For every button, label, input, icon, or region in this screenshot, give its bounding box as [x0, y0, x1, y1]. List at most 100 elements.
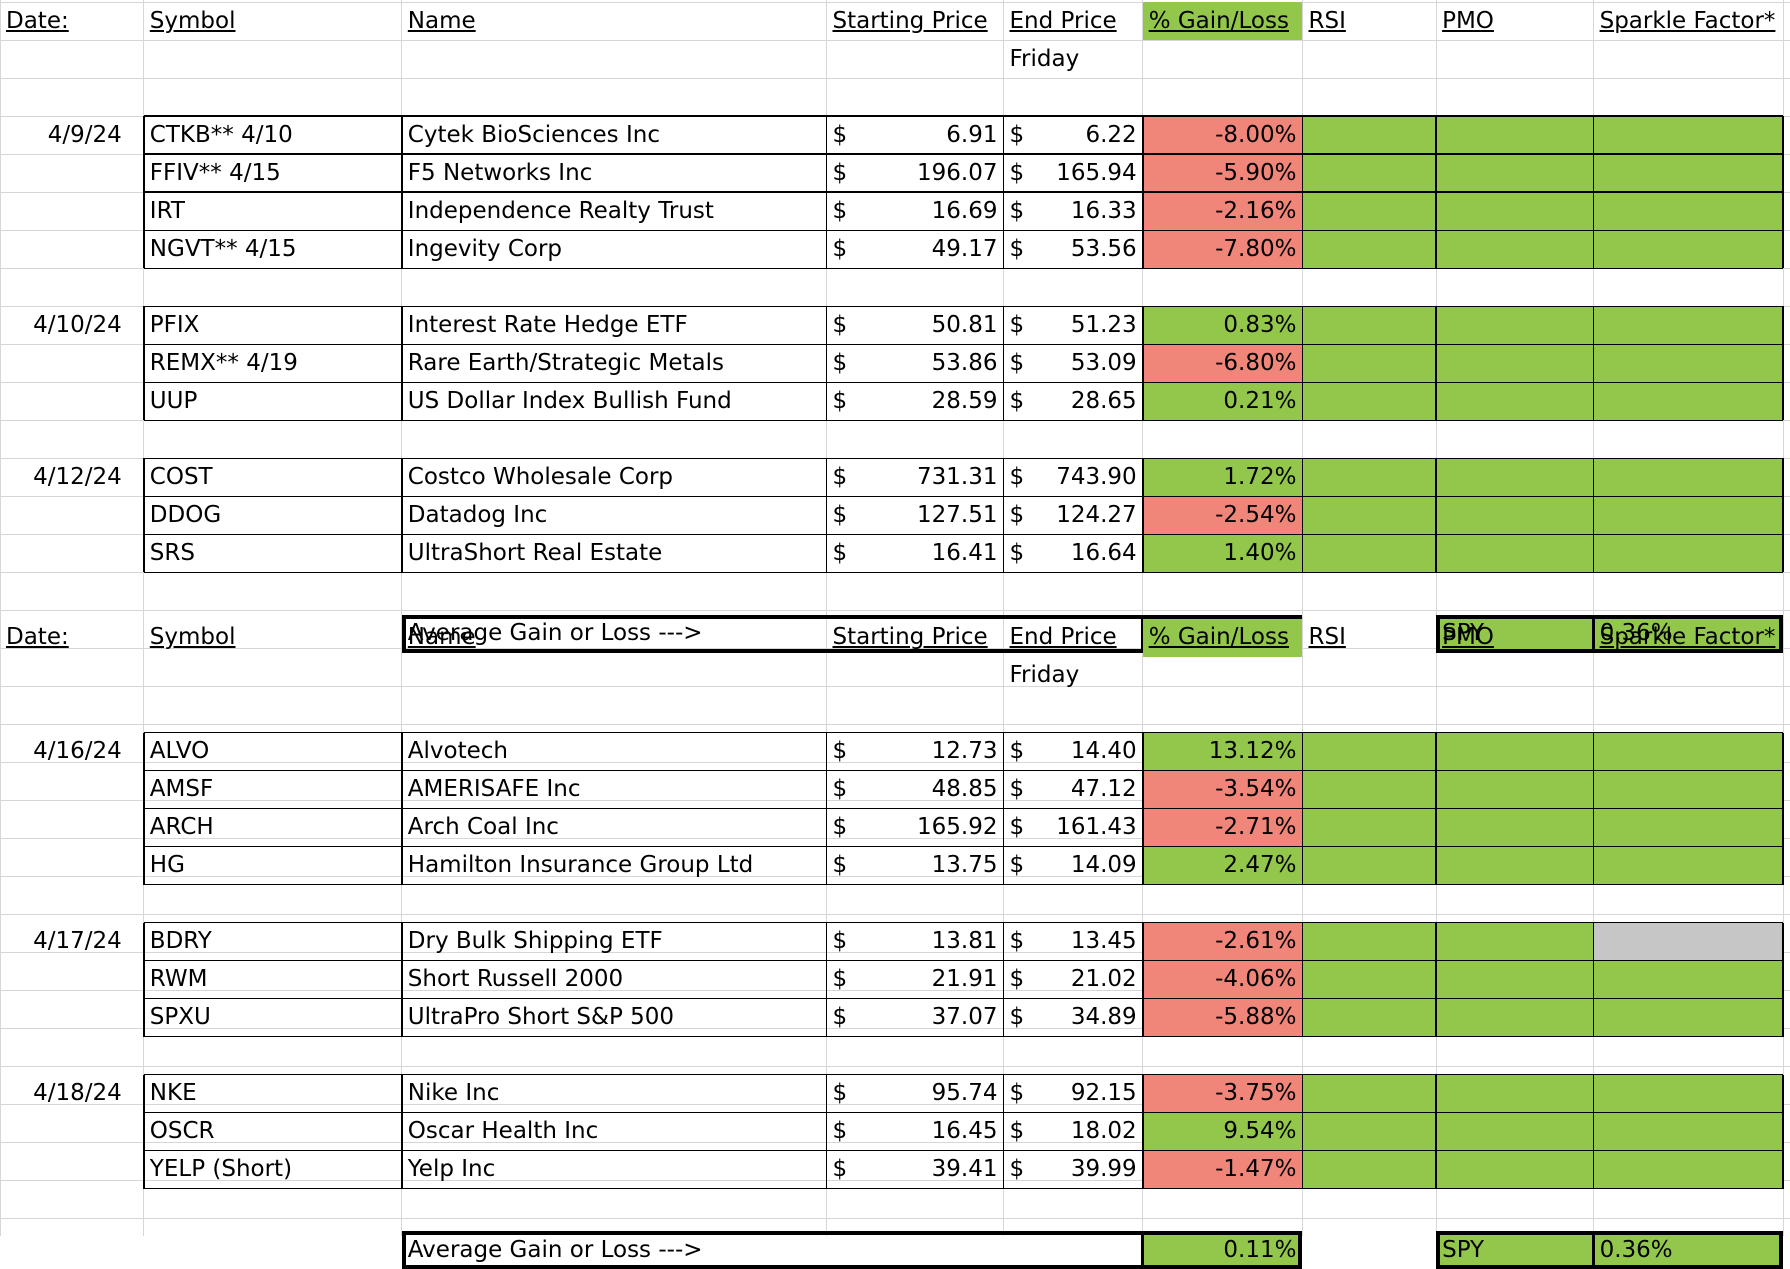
date-cell: 4/9/24 — [47, 121, 122, 148]
border-line — [1592, 116, 1595, 155]
gridline — [0, 799, 1790, 801]
border-line — [1141, 732, 1144, 771]
border-line — [401, 496, 403, 535]
border-line — [143, 808, 145, 847]
pct-gain-loss-cell: -2.54% — [1142, 496, 1303, 535]
pct-gain-loss-cell: 9.54% — [1142, 1112, 1303, 1151]
border-line — [143, 230, 145, 269]
header-date: Date: — [6, 624, 69, 651]
starting-price-cell: 50.81 — [931, 311, 998, 338]
border-line — [1435, 732, 1437, 771]
pct-gain-loss-cell: -4.06% — [1142, 960, 1303, 999]
border-line — [1435, 116, 1437, 155]
end-price-cell: 14.09 — [1070, 852, 1137, 879]
border-line — [825, 922, 828, 961]
rsi-status-cell — [1302, 808, 1437, 847]
border-line — [1002, 922, 1005, 961]
rsi-status-cell — [1302, 116, 1437, 155]
starting-price-cell: 16.45 — [931, 1118, 998, 1145]
rsi-status-cell — [1302, 230, 1437, 269]
border-line — [143, 534, 145, 573]
end-price-cell: 13.45 — [1070, 928, 1137, 955]
border-line — [1301, 306, 1304, 345]
border-line — [143, 732, 145, 771]
date-cell: 4/16/24 — [33, 738, 122, 765]
border-line — [1591, 1231, 1596, 1269]
starting-price-cell: 165.92 — [917, 814, 998, 841]
starting-price-cell: 21.91 — [931, 966, 998, 993]
border-line — [401, 808, 403, 847]
sparkle-factor-status-cell — [1593, 1074, 1784, 1113]
border-line — [401, 1150, 403, 1189]
border-line — [143, 344, 145, 383]
border-line — [143, 305, 1784, 308]
gridline — [1302, 0, 1304, 1236]
border-line — [143, 116, 145, 155]
border-line — [143, 192, 145, 231]
border-line — [1592, 344, 1595, 383]
gridline — [0, 875, 1790, 877]
pct-gain-loss-cell: 0.83% — [1142, 306, 1303, 345]
border-line — [401, 534, 403, 573]
gridline — [0, 1217, 1790, 1219]
border-line — [1592, 230, 1595, 269]
currency-symbol: $ — [832, 539, 848, 566]
border-line — [1301, 1150, 1304, 1189]
currency-symbol: $ — [1009, 852, 1025, 879]
border-line — [401, 306, 403, 345]
border-line — [1301, 1074, 1304, 1113]
border-line — [1141, 116, 1144, 155]
pmo-status-cell — [1436, 154, 1594, 193]
name-cell: F5 Networks Inc — [407, 159, 593, 186]
sparkle-factor-status-cell — [1593, 458, 1784, 497]
starting-price-cell: 16.69 — [931, 197, 998, 224]
border-line — [1782, 808, 1784, 847]
border-line — [143, 922, 145, 961]
spy-value: 0.36% — [1593, 1231, 1784, 1269]
border-line — [1435, 1112, 1437, 1151]
border-line — [1592, 846, 1595, 885]
border-line — [1435, 306, 1437, 345]
border-line — [1002, 732, 1005, 771]
currency-symbol: $ — [832, 235, 848, 262]
starting-price-cell: 49.17 — [931, 235, 998, 262]
symbol-cell: FFIV** 4/15 — [149, 159, 281, 186]
rsi-status-cell — [1302, 306, 1437, 345]
pct-gain-loss-cell: 0.21% — [1142, 382, 1303, 421]
sparkle-factor-status-cell — [1593, 534, 1784, 573]
symbol-cell: RWM — [149, 966, 208, 993]
border-line — [143, 769, 1784, 772]
border-line — [1435, 770, 1437, 809]
end-price-cell: 51.23 — [1070, 311, 1137, 338]
gridline — [0, 647, 1790, 649]
border-line — [825, 534, 828, 573]
border-line — [401, 1074, 403, 1113]
header-end: End Price — [1009, 7, 1117, 34]
currency-symbol: $ — [832, 1156, 848, 1183]
header-start: Starting Price — [832, 624, 988, 651]
gridline — [0, 989, 1790, 991]
currency-symbol: $ — [1009, 387, 1025, 414]
end-price-cell: 21.02 — [1070, 966, 1137, 993]
starting-price-cell: 127.51 — [917, 501, 998, 528]
border-line — [1141, 344, 1144, 383]
border-line — [825, 1112, 828, 1151]
pmo-status-cell — [1436, 192, 1594, 231]
symbol-cell: SPXU — [149, 1004, 211, 1031]
border-line — [1435, 192, 1437, 231]
currency-symbol: $ — [832, 1004, 848, 1031]
date-cell: 4/10/24 — [33, 311, 122, 338]
pct-gain-loss-cell: -6.80% — [1142, 344, 1303, 383]
symbol-cell: REMX** 4/19 — [149, 349, 298, 376]
currency-symbol: $ — [1009, 159, 1025, 186]
currency-symbol: $ — [832, 852, 848, 879]
border-line — [143, 1111, 1784, 1114]
border-line — [1435, 496, 1437, 535]
header-symbol: Symbol — [149, 7, 236, 34]
date-cell: 4/12/24 — [33, 463, 122, 490]
rsi-status-cell — [1302, 922, 1437, 961]
symbol-cell: HG — [149, 852, 185, 879]
border-line — [1435, 534, 1437, 573]
border-line — [1141, 496, 1144, 535]
